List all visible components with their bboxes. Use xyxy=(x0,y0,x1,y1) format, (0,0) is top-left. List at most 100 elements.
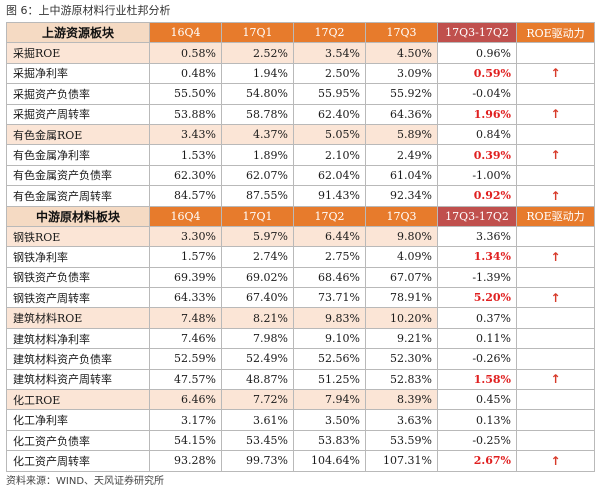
quarter-value: 52.59% xyxy=(149,348,222,370)
quarter-value: 69.02% xyxy=(221,266,294,289)
quarter-value: 7.98% xyxy=(221,327,294,350)
change-value: -0.25% xyxy=(437,429,517,452)
column-header: 17Q1 xyxy=(221,21,294,44)
change-value: 0.37% xyxy=(437,307,517,329)
driver-cell: ↑ xyxy=(516,103,595,125)
quarter-value: 2.74% xyxy=(221,246,294,268)
quarter-value: 87.55% xyxy=(221,185,294,207)
quarter-value: 62.30% xyxy=(149,164,222,187)
quarter-value: 9.21% xyxy=(365,327,438,350)
driver-cell: ↑ xyxy=(516,62,595,85)
change-value: 3.36% xyxy=(437,225,517,248)
table-row: 有色金属资产负债率 62.30% 62.07% 62.04% 61.04% -1.00% xyxy=(6,164,595,187)
quarter-value: 1.53% xyxy=(149,144,222,166)
change-value: 0.39% xyxy=(437,144,517,166)
row-label: 化工净利率 xyxy=(6,409,150,431)
change-value: 0.11% xyxy=(437,327,517,350)
quarter-value: 3.61% xyxy=(221,409,294,431)
quarter-value: 48.87% xyxy=(221,368,294,391)
change-value: 1.34% xyxy=(437,246,517,268)
quarter-value: 67.07% xyxy=(365,266,438,289)
quarter-value: 9.83% xyxy=(293,307,366,329)
row-label: 有色金属ROE xyxy=(6,123,150,146)
quarter-value: 4.09% xyxy=(365,246,438,268)
row-label: 采掘ROE xyxy=(6,42,150,64)
up-arrow-icon: ↑ xyxy=(550,453,561,468)
quarter-value: 84.57% xyxy=(149,185,222,207)
driver-cell xyxy=(516,307,595,329)
driver-cell xyxy=(516,348,595,370)
quarter-value: 5.05% xyxy=(293,123,366,146)
quarter-value: 68.46% xyxy=(293,266,366,289)
quarter-value: 3.30% xyxy=(149,225,222,248)
row-label: 采掘净利率 xyxy=(6,62,150,85)
column-header: 17Q3-17Q2 xyxy=(437,21,517,44)
column-header: 17Q3 xyxy=(365,21,438,44)
quarter-value: 54.15% xyxy=(149,429,222,452)
table-row: 建筑材料资产负债率 52.59% 52.49% 52.56% 52.30% -0.26% xyxy=(6,348,595,370)
driver-cell xyxy=(516,266,595,289)
quarter-value: 55.92% xyxy=(365,83,438,105)
row-label: 化工资产负债率 xyxy=(6,429,150,452)
quarter-value: 2.52% xyxy=(221,42,294,64)
column-header: 17Q2 xyxy=(293,205,366,227)
quarter-value: 2.50% xyxy=(293,62,366,85)
change-value: 0.92% xyxy=(437,185,517,207)
column-header: 17Q2 xyxy=(293,21,366,44)
row-label: 化工ROE xyxy=(6,389,150,411)
quarter-value: 3.43% xyxy=(149,123,222,146)
row-label: 钢铁净利率 xyxy=(6,246,150,268)
quarter-value: 5.97% xyxy=(221,225,294,248)
table-row: 采掘资产周转率 53.88% 58.78% 62.40% 64.36% 1.96% ↑ xyxy=(6,103,595,125)
quarter-value: 52.56% xyxy=(293,348,366,370)
quarter-value: 9.80% xyxy=(365,225,438,248)
quarter-value: 99.73% xyxy=(221,450,294,472)
column-header: 17Q1 xyxy=(221,205,294,227)
column-header: 17Q3-17Q2 xyxy=(437,205,517,227)
quarter-value: 9.10% xyxy=(293,327,366,350)
section-title: 中游原材料板块 xyxy=(6,205,150,227)
section-title: 上游资源板块 xyxy=(6,21,150,44)
driver-cell xyxy=(516,389,595,411)
change-value: 5.20% xyxy=(437,287,517,309)
quarter-value: 73.71% xyxy=(293,287,366,309)
quarter-value: 78.91% xyxy=(365,287,438,309)
table-row: 建筑材料净利率 7.46% 7.98% 9.10% 9.21% 0.11% xyxy=(6,327,595,350)
table-row: 采掘ROE 0.58% 2.52% 3.54% 4.50% 0.96% xyxy=(6,42,595,64)
quarter-value: 53.59% xyxy=(365,429,438,452)
quarter-value: 1.57% xyxy=(149,246,222,268)
quarter-value: 8.21% xyxy=(221,307,294,329)
table-row: 钢铁净利率 1.57% 2.74% 2.75% 4.09% 1.34% ↑ xyxy=(6,246,595,268)
quarter-value: 62.40% xyxy=(293,103,366,125)
row-label: 钢铁资产负债率 xyxy=(6,266,150,289)
change-value: 0.13% xyxy=(437,409,517,431)
quarter-value: 62.07% xyxy=(221,164,294,187)
column-header: 17Q3 xyxy=(365,205,438,227)
row-label: 采掘资产周转率 xyxy=(6,103,150,125)
up-arrow-icon: ↑ xyxy=(550,188,561,203)
table-row: 化工ROE 6.46% 7.72% 7.94% 8.39% 0.45% xyxy=(6,389,595,411)
table-row: 有色金属净利率 1.53% 1.89% 2.10% 2.49% 0.39% ↑ xyxy=(6,144,595,166)
up-arrow-icon: ↑ xyxy=(550,372,561,387)
change-value: 0.84% xyxy=(437,123,517,146)
column-header: 16Q4 xyxy=(149,205,222,227)
quarter-value: 0.58% xyxy=(149,42,222,64)
section-header-row: 上游资源板块 16Q4 17Q1 17Q2 17Q3 17Q3-17Q2 ROE驱动力 xyxy=(6,21,595,44)
quarter-value: 54.80% xyxy=(221,83,294,105)
row-label: 建筑材料资产周转率 xyxy=(6,368,150,391)
quarter-value: 64.36% xyxy=(365,103,438,125)
section-header-row: 中游原材料板块 16Q4 17Q1 17Q2 17Q3 17Q3-17Q2 ROE驱动力 xyxy=(6,205,595,227)
row-label: 建筑材料净利率 xyxy=(6,327,150,350)
column-header: ROE驱动力 xyxy=(516,205,595,227)
quarter-value: 8.39% xyxy=(365,389,438,411)
quarter-value: 7.94% xyxy=(293,389,366,411)
driver-cell xyxy=(516,164,595,187)
driver-cell xyxy=(516,123,595,146)
quarter-value: 3.09% xyxy=(365,62,438,85)
change-value: 0.96% xyxy=(437,42,517,64)
driver-cell: ↑ xyxy=(516,144,595,166)
change-value: 0.45% xyxy=(437,389,517,411)
table-row: 有色金属资产周转率 84.57% 87.55% 91.43% 92.34% 0.92% ↑ xyxy=(6,185,595,207)
quarter-value: 6.46% xyxy=(149,389,222,411)
quarter-value: 69.39% xyxy=(149,266,222,289)
